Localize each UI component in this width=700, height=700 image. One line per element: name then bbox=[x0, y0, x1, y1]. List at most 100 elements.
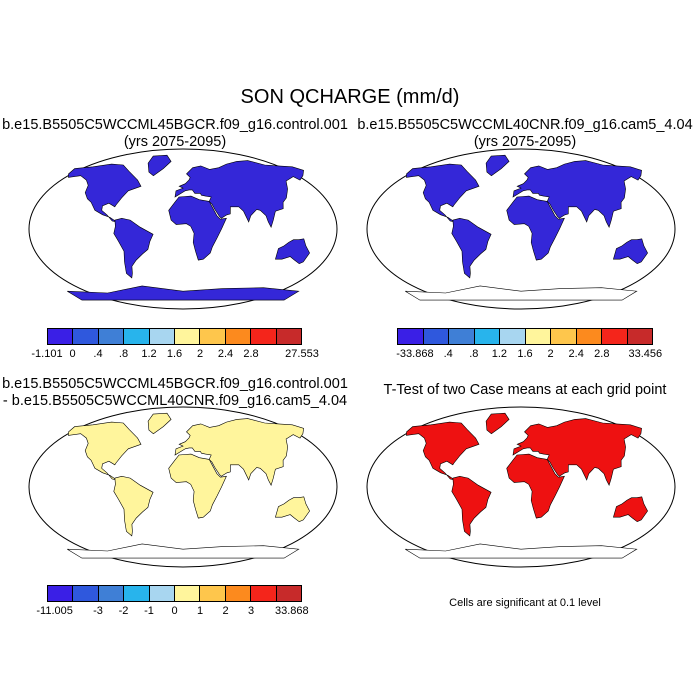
colorbar-swatch bbox=[48, 586, 74, 601]
australia-landmass bbox=[275, 496, 310, 523]
colorbar-swatch bbox=[200, 329, 226, 344]
colorbar-tick-label: .4 bbox=[93, 348, 103, 360]
colorbar-tick-label: 33.456 bbox=[628, 348, 663, 360]
australia-landmass bbox=[275, 238, 310, 265]
southAmerica-landmass bbox=[451, 475, 492, 537]
panel-3-title-line1: b.e15.B5505C5WCCML45BGCR.f09_g16.control… bbox=[2, 376, 348, 392]
colorbar-swatch bbox=[225, 586, 252, 601]
colorbar-tick-label: 2 bbox=[547, 348, 554, 360]
panel-1-title: b.e15.B5505C5WCCML45BGCR.f09_g16.control… bbox=[0, 117, 350, 151]
colorbar-swatch bbox=[449, 329, 475, 344]
panel-2-title: b.e15.B5505C5WCCML40CNR.f09_g16.cam5_4.0… bbox=[350, 117, 700, 151]
colorbar-tick-label: -2 bbox=[118, 605, 129, 617]
colorbar-swatch bbox=[398, 329, 424, 344]
africa-landmass bbox=[506, 453, 565, 519]
colorbar-tick-label: -3 bbox=[93, 605, 103, 617]
panel-2-title-line1: b.e15.B5505C5WCCML40CNR.f09_g16.cam5_4.0… bbox=[357, 117, 693, 133]
colorbar-swatch bbox=[149, 329, 176, 344]
colorbar-tick-label: 33.868 bbox=[274, 605, 309, 617]
australia-landmass bbox=[613, 238, 648, 265]
northAmerica-landmass bbox=[68, 163, 142, 223]
eurasia-landmass bbox=[512, 418, 642, 486]
greenland-landmass bbox=[147, 412, 172, 435]
colorbar-swatch bbox=[551, 329, 577, 344]
colorbar-swatch bbox=[602, 329, 628, 344]
colorbar-tick-label: 1.2 bbox=[141, 348, 157, 360]
colorbar-swatch bbox=[175, 586, 201, 601]
greenland-landmass bbox=[485, 154, 510, 177]
eurasia-landmass bbox=[512, 160, 642, 228]
panel-1-title-line2: (yrs 2075-2095) bbox=[123, 134, 227, 150]
africa-landmass bbox=[168, 195, 227, 261]
colorbar-tick-label: 0 bbox=[69, 348, 76, 360]
northAmerica-landmass bbox=[406, 421, 480, 481]
africa-landmass bbox=[168, 453, 227, 519]
eurasia-landmass bbox=[174, 418, 304, 486]
panel-1-map bbox=[28, 148, 338, 310]
colorbar-swatch bbox=[98, 329, 125, 344]
colorbar-tick-label: -1 bbox=[144, 605, 154, 617]
southAmerica-landmass bbox=[113, 475, 154, 537]
panel-3-map bbox=[28, 406, 338, 568]
panel-2-map bbox=[366, 148, 676, 310]
colorbar-swatch bbox=[124, 586, 150, 601]
eurasia-landmass bbox=[174, 160, 304, 228]
colorbar-tick-label: -1.101 bbox=[31, 348, 63, 360]
colorbar-swatch bbox=[276, 329, 302, 344]
colorbar-swatch bbox=[500, 329, 526, 344]
colorbar-swatch bbox=[576, 329, 602, 344]
colorbar-tick-label: 1.6 bbox=[517, 348, 533, 360]
antarctica-landmass bbox=[405, 543, 638, 559]
colorbar-tick-label: 3 bbox=[247, 605, 255, 617]
greenland-landmass bbox=[147, 154, 172, 177]
colorbar-swatch bbox=[98, 586, 125, 601]
colorbar-tick-label: .8 bbox=[469, 348, 479, 360]
panel-3-title: b.e15.B5505C5WCCML45BGCR.f09_g16.control… bbox=[0, 376, 350, 410]
colorbar-tick-label: 2.4 bbox=[568, 348, 584, 360]
australia-landmass bbox=[613, 496, 648, 523]
panel-1-title-line1: b.e15.B5505C5WCCML45BGCR.f09_g16.control… bbox=[2, 117, 348, 133]
antarctica-landmass bbox=[405, 285, 638, 301]
colorbar-tick-label: 2.8 bbox=[243, 348, 259, 360]
northAmerica-landmass bbox=[406, 163, 480, 223]
colorbar-tick-label: 2.8 bbox=[594, 348, 610, 360]
colorbar-swatch bbox=[149, 586, 176, 601]
panel-3-title-line2: - b.e15.B5505C5WCCML40CNR.f09_g16.cam5_4… bbox=[2, 393, 348, 409]
colorbar-3 bbox=[47, 585, 302, 602]
colorbar-tick-label: -11.005 bbox=[36, 605, 73, 617]
colorbar-swatch bbox=[175, 329, 201, 344]
colorbar-swatch bbox=[474, 329, 500, 344]
colorbar-swatch bbox=[225, 329, 252, 344]
significance-note: Cells are significant at 0.1 level bbox=[449, 597, 601, 609]
panel-2-title-line2: (yrs 2075-2095) bbox=[473, 134, 577, 150]
southAmerica-landmass bbox=[113, 217, 154, 279]
colorbar-swatch bbox=[423, 329, 449, 344]
colorbar-tick-label: .8 bbox=[118, 348, 129, 360]
colorbar-2-labels: -33.868 .4 .8 1.2 1.6 2 2.4 2.8 33.456 bbox=[396, 348, 662, 362]
colorbar-swatch bbox=[251, 586, 277, 601]
colorbar-swatch bbox=[73, 329, 99, 344]
colorbar-swatch bbox=[627, 329, 652, 344]
colorbar-swatch bbox=[73, 586, 99, 601]
colorbar-tick-label: 2 bbox=[222, 605, 229, 617]
africa-landmass bbox=[506, 195, 565, 261]
colorbar-tick-label: -33.868 bbox=[396, 348, 434, 360]
colorbar-tick-label: 27.553 bbox=[285, 348, 319, 360]
northAmerica-landmass bbox=[68, 421, 142, 481]
colorbar-2 bbox=[397, 328, 653, 345]
panel-4-title: T-Test of two Case means at each grid po… bbox=[383, 382, 667, 398]
colorbar-swatch bbox=[251, 329, 277, 344]
colorbar-swatch bbox=[276, 586, 302, 601]
colorbar-tick-label: 2.4 bbox=[217, 348, 234, 360]
colorbar-tick-label: 1.2 bbox=[491, 348, 508, 360]
colorbar-swatch bbox=[200, 586, 226, 601]
colorbar-swatch bbox=[124, 329, 150, 344]
colorbar-tick-label: 1.6 bbox=[166, 348, 183, 360]
colorbar-1 bbox=[47, 328, 302, 345]
colorbar-swatch bbox=[525, 329, 551, 344]
colorbar-swatch bbox=[48, 329, 74, 344]
colorbar-tick-label: .4 bbox=[443, 348, 453, 360]
antarctica-landmass bbox=[67, 285, 300, 301]
colorbar-3-labels: -11.005 -3 -2 -1 0 1 2 3 33.868 bbox=[36, 605, 308, 619]
figure-title: SON QCHARGE (mm/d) bbox=[240, 86, 460, 108]
